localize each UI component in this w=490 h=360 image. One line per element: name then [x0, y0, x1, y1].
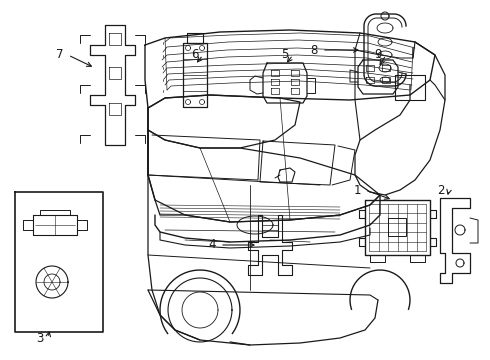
Text: 7: 7: [56, 49, 64, 62]
Text: 3: 3: [36, 332, 44, 345]
Text: 2: 2: [437, 184, 445, 197]
Text: 6: 6: [191, 49, 199, 62]
Text: 8: 8: [310, 44, 318, 57]
Text: 9: 9: [374, 49, 382, 62]
Text: 5: 5: [281, 49, 289, 62]
Text: 4: 4: [208, 238, 216, 252]
Text: 1: 1: [353, 184, 361, 197]
